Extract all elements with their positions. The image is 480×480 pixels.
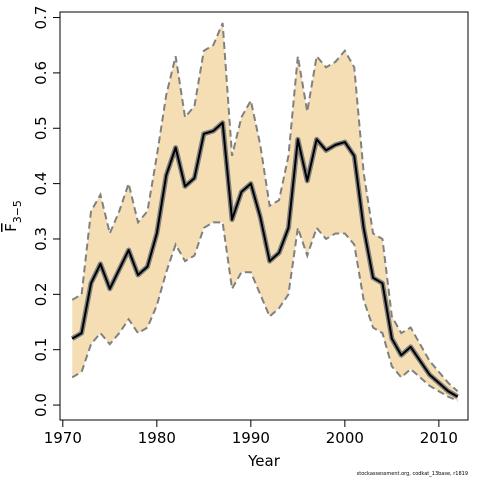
y-tick-label: 0.0: [32, 393, 50, 417]
y-tick-label: 0.4: [32, 172, 50, 196]
y-axis-title: F3−5: [2, 200, 24, 232]
series-layer: [70, 22, 459, 402]
y-axis-title-subscript: 3−5: [11, 200, 24, 223]
x-tick-label: 2000: [326, 429, 364, 447]
x-tick-label: 1970: [44, 429, 82, 447]
x-axis-title: Year: [247, 452, 281, 470]
y-tick-label: 0.5: [32, 116, 50, 140]
x-tick-label: 1990: [232, 429, 270, 447]
y-axis-title-main: F: [2, 223, 20, 232]
lower-bound-line: [71, 221, 459, 402]
estimate-line: [71, 121, 459, 398]
footer-credit: stockassessment.org, codkat_13base, r181…: [356, 471, 468, 477]
svg-text:F3−5: F3−5: [2, 200, 24, 232]
y-tick-label: 0.7: [32, 6, 50, 30]
x-axis: 1970 1980 1990 2000 2010: [44, 420, 458, 447]
y-tick-label: 0.1: [32, 338, 50, 362]
confidence-band: [72, 23, 458, 401]
confidence-band-layer: [72, 23, 458, 401]
y-axis: 0.0 0.1 0.2 0.3 0.4 0.5 0.6 0.7: [32, 6, 60, 417]
y-tick-label: 0.2: [32, 282, 50, 306]
y-tick-label: 0.3: [32, 227, 50, 251]
x-tick-label: 1980: [138, 429, 176, 447]
y-tick-label: 0.6: [32, 61, 50, 85]
x-tick-label: 2010: [420, 429, 458, 447]
plot-frame: [59, 11, 469, 421]
